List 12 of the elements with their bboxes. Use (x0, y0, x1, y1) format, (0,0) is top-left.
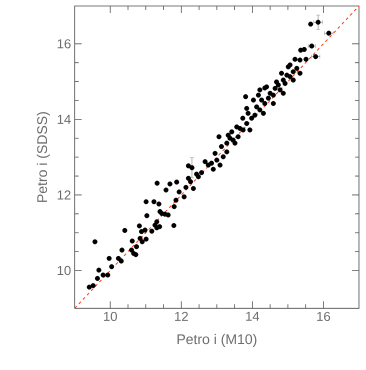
x-tick-label: 16 (317, 312, 330, 322)
y-tick-label: 14 (58, 114, 71, 124)
x-tick-label: 12 (175, 312, 188, 321)
y-tick-label: 16 (58, 39, 71, 48)
y-tick-label: 10 (58, 266, 71, 276)
point (189, 165, 194, 170)
point (313, 54, 318, 60)
x-tick-label: 10 (104, 312, 117, 322)
y-tick-label: 12 (58, 190, 71, 200)
y-axis-title: Petro i (SDSS) (36, 112, 50, 202)
x-axis-title: Petro i (M10) (178, 334, 256, 347)
x-tick-label: 14 (246, 312, 260, 321)
